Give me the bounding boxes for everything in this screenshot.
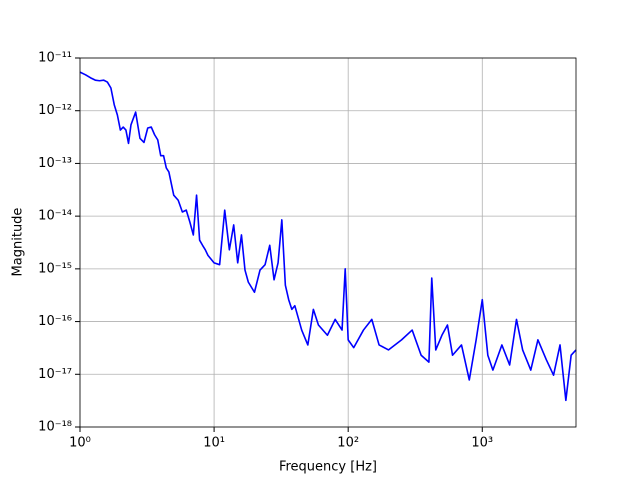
y-tick-label: 10⁻¹² xyxy=(38,103,72,118)
y-tick-label: 10⁻¹¹ xyxy=(38,51,72,66)
y-tick-label: 10⁻¹³ xyxy=(38,156,72,171)
y-tick-label: 10⁻¹⁵ xyxy=(38,261,72,276)
y-tick-label: 10⁻¹⁸ xyxy=(38,420,72,435)
x-tick-label: 10³ xyxy=(471,436,493,451)
x-axis-label: Frequency [Hz] xyxy=(279,460,377,475)
data-line xyxy=(79,71,577,402)
y-tick-label: 10⁻¹⁴ xyxy=(38,209,72,224)
y-axis-label: Magnitude xyxy=(11,208,26,277)
x-tick-label: 10⁰ xyxy=(69,436,91,451)
y-tick-label: 10⁻¹⁶ xyxy=(38,314,72,329)
plot-frame xyxy=(79,57,577,428)
x-tick-label: 10¹ xyxy=(203,436,225,451)
y-tick-label: 10⁻¹⁷ xyxy=(38,367,72,382)
x-tick-label: 10² xyxy=(337,436,359,451)
